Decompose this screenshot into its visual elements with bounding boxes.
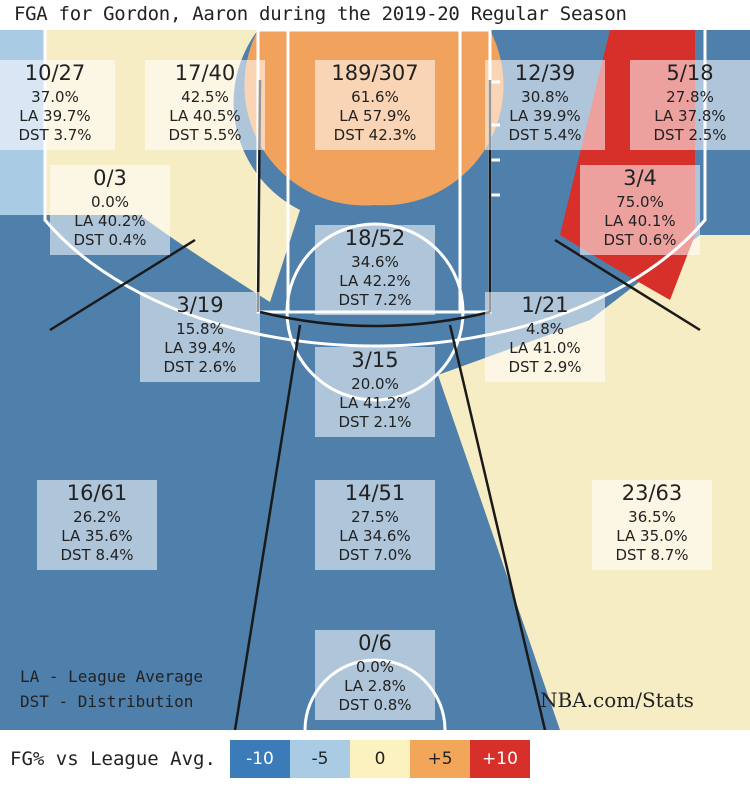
zone-dst-right-corner-3: DST 2.5% (653, 126, 726, 144)
zone-fg-left-baseline-mid: 42.5% (181, 88, 229, 106)
zone-dst-right-elbow-mid: DST 2.9% (508, 358, 581, 376)
zone-fg-top-key-mid: 20.0% (351, 375, 399, 393)
zone-dst-left-corner-3: DST 3.7% (18, 126, 91, 144)
zone-dst-right-baseline-mid: DST 5.4% (508, 126, 581, 144)
zone-dst-left-elbow-mid: DST 2.6% (163, 358, 236, 376)
zone-la-right-elbow-mid: LA 41.0% (509, 339, 580, 357)
zone-label-box-left-corner-3 (0, 60, 115, 150)
zone-fg-right-baseline-mid: 30.8% (521, 88, 569, 106)
legend-swatch: -5 (290, 740, 350, 778)
zone-dst-top-key-mid: DST 2.1% (338, 413, 411, 431)
zone-dst-left-baseline-mid: DST 5.5% (168, 126, 241, 144)
zone-attempts-left-short-mid: 0/3 (93, 166, 127, 190)
zone-la-right-corner-3: LA 37.8% (654, 107, 725, 125)
zone-dst-top-key-3: DST 7.0% (338, 546, 411, 564)
zone-attempts-restricted-area: 189/307 (331, 61, 418, 85)
zone-label-box-left-wing-3 (37, 480, 157, 570)
brand-label: NBA.com/Stats (540, 688, 694, 712)
zone-attempts-right-corner-3: 5/18 (666, 61, 713, 85)
zone-label-box-left-elbow-mid (140, 292, 260, 382)
legend-swatch: +5 (410, 740, 470, 778)
zone-label-box-top-key-3 (315, 480, 435, 570)
zone-la-left-wing-3: LA 35.6% (61, 527, 132, 545)
zone-fg-right-wing-3: 36.5% (628, 508, 676, 526)
zone-fg-backcourt: 0.0% (356, 658, 394, 676)
zone-la-left-baseline-mid: LA 40.5% (169, 107, 240, 125)
legend-swatch: +10 (470, 740, 530, 778)
zone-la-backcourt: LA 2.8% (344, 677, 406, 695)
zone-la-left-short-mid: LA 40.2% (74, 212, 145, 230)
zone-attempts-right-baseline-mid: 12/39 (515, 61, 576, 85)
zone-attempts-backcourt: 0/6 (358, 631, 392, 655)
zone-la-left-elbow-mid: LA 39.4% (164, 339, 235, 357)
zone-la-top-key-mid: LA 41.2% (339, 394, 410, 412)
zone-dst-right-short-mid: DST 0.6% (603, 231, 676, 249)
zone-la-paint-non-ra: LA 42.2% (339, 272, 410, 290)
zone-dst-paint-non-ra: DST 7.2% (338, 291, 411, 309)
zone-fg-top-key-3: 27.5% (351, 508, 399, 526)
zone-label-box-restricted-area (315, 60, 435, 150)
zone-attempts-top-key-mid: 3/15 (351, 348, 398, 372)
zone-attempts-left-wing-3: 16/61 (67, 481, 128, 505)
zone-fg-right-elbow-mid: 4.8% (526, 320, 564, 338)
zone-label-box-right-corner-3 (630, 60, 750, 150)
zone-dst-left-wing-3: DST 8.4% (60, 546, 133, 564)
note-la: LA - League Average (20, 667, 204, 686)
zone-la-restricted-area: LA 57.9% (339, 107, 410, 125)
zone-dst-restricted-area: DST 42.3% (334, 126, 417, 144)
note-dst: DST - Distribution (20, 692, 194, 711)
zone-dst-left-short-mid: DST 0.4% (73, 231, 146, 249)
zone-label-box-right-wing-3 (592, 480, 712, 570)
legend-swatch: -10 (230, 740, 290, 778)
zone-label-box-left-baseline-mid (145, 60, 265, 150)
zone-fg-left-short-mid: 0.0% (91, 193, 129, 211)
zone-attempts-right-elbow-mid: 1/21 (521, 293, 568, 317)
zone-attempts-top-key-3: 14/51 (345, 481, 406, 505)
zone-attempts-right-short-mid: 3/4 (623, 166, 657, 190)
zone-attempts-paint-non-ra: 18/52 (345, 226, 406, 250)
zone-dst-right-wing-3: DST 8.7% (615, 546, 688, 564)
zone-la-left-corner-3: LA 39.7% (19, 107, 90, 125)
zone-label-box-paint-non-ra (315, 225, 435, 315)
legend-swatch: 0 (350, 740, 410, 778)
zone-attempts-left-baseline-mid: 17/40 (175, 61, 236, 85)
zone-attempts-left-corner-3: 10/27 (25, 61, 86, 85)
zone-la-right-baseline-mid: LA 39.9% (509, 107, 580, 125)
zone-la-top-key-3: LA 34.6% (339, 527, 410, 545)
zone-fg-restricted-area: 61.6% (351, 88, 399, 106)
zone-label-box-top-key-mid (315, 347, 435, 437)
chart-title: FGA for Gordon, Aaron during the 2019-20… (14, 3, 627, 25)
zone-label-box-right-elbow-mid (485, 292, 605, 382)
zone-label-box-right-short-mid (580, 165, 700, 255)
zone-fg-right-short-mid: 75.0% (616, 193, 664, 211)
zone-attempts-left-elbow-mid: 3/19 (176, 293, 223, 317)
zone-la-right-short-mid: LA 40.1% (604, 212, 675, 230)
zone-attempts-right-wing-3: 23/63 (622, 481, 683, 505)
legend-label: FG% vs League Avg. (10, 748, 216, 770)
zone-fg-left-elbow-mid: 15.8% (176, 320, 224, 338)
zone-la-right-wing-3: LA 35.0% (616, 527, 687, 545)
zone-label-box-right-baseline-mid (485, 60, 605, 150)
zone-fg-left-wing-3: 26.2% (73, 508, 121, 526)
zone-label-box-backcourt (315, 630, 435, 720)
zone-label-box-left-short-mid (50, 165, 170, 255)
zone-dst-backcourt: DST 0.8% (338, 696, 411, 714)
zone-fg-left-corner-3: 37.0% (31, 88, 79, 106)
zone-fg-right-corner-3: 27.8% (666, 88, 714, 106)
zone-fg-paint-non-ra: 34.6% (351, 253, 399, 271)
